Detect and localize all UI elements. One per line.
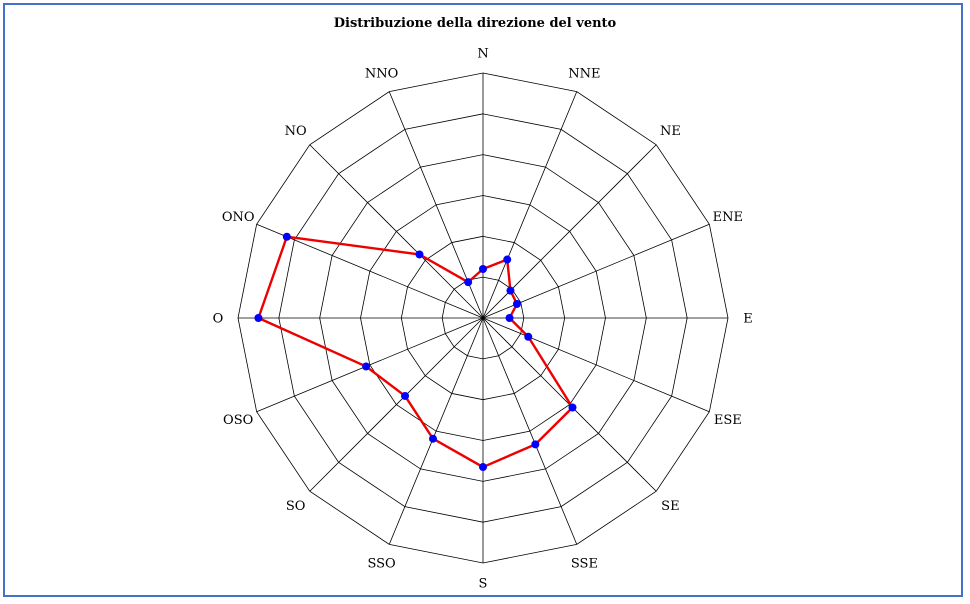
direction-label: NNE (568, 67, 600, 82)
grid-spoke (482, 317, 578, 545)
data-point (568, 403, 577, 412)
data-point (401, 391, 410, 400)
grid-spoke (482, 317, 710, 413)
direction-label: NO (285, 124, 307, 139)
grid-spoke (482, 223, 710, 319)
grid-spoke (309, 144, 484, 319)
data-point (479, 463, 487, 472)
radar-chart: N NNE NE ENE E ESE SE SSE S SSO SO OSO O ONO NO NNO (213, 47, 753, 592)
direction-label: E (743, 312, 753, 327)
direction-label: N (477, 47, 488, 62)
chart-title: Distribuzione della direzione del vento (333, 16, 617, 31)
data-point (464, 278, 473, 287)
data-point (362, 362, 371, 371)
data-point (524, 332, 533, 341)
data-point (503, 255, 512, 264)
direction-label: ENE (713, 210, 743, 225)
direction-label: ESE (714, 413, 742, 428)
direction-label: O (213, 312, 224, 327)
data-series-line (257, 235, 574, 469)
direction-label: S (479, 577, 488, 592)
grid-spoke (388, 317, 484, 545)
data-point (429, 434, 437, 443)
data-point (512, 299, 521, 308)
data-point (479, 265, 487, 273)
direction-label: ONO (222, 210, 255, 225)
data-point (531, 440, 540, 449)
data-point (415, 250, 424, 259)
data-point (505, 314, 514, 322)
direction-label: SO (286, 499, 306, 514)
data-point (506, 286, 515, 295)
direction-label: OSO (223, 413, 253, 428)
chart-frame: Distribuzione della direzione del vento … (3, 3, 963, 597)
direction-label: NNO (365, 67, 398, 82)
direction-label: SE (661, 499, 679, 514)
data-point (254, 314, 263, 322)
direction-label: NE (660, 124, 681, 139)
direction-label: SSE (571, 556, 598, 571)
grid-spoke (482, 91, 578, 319)
grid-spoke (309, 317, 484, 492)
direction-label: SSO (367, 556, 395, 571)
data-point (282, 232, 291, 241)
grid-spoke (256, 223, 484, 319)
grid-spoke (256, 317, 484, 413)
